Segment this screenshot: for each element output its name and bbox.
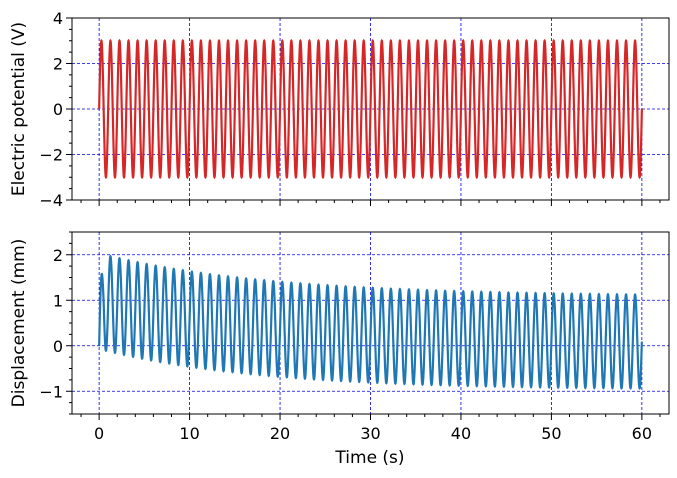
displacement-ticks bbox=[66, 231, 661, 420]
voltage-y-tick-label: 4 bbox=[53, 9, 63, 28]
displacement-y-tick-label: 1 bbox=[53, 291, 63, 310]
displacement-panel: −1 0 1 2 0 10 20 30 40 50 60 Displacement (mm) Ti… bbox=[9, 231, 670, 468]
voltage-y-tick-label: −4 bbox=[39, 191, 63, 210]
displacement-x-tick-label: 40 bbox=[451, 424, 471, 443]
displacement-y-tick-label: 0 bbox=[53, 337, 63, 356]
x-axis-label: Time (s) bbox=[334, 448, 404, 468]
displacement-y-tick-label: −1 bbox=[39, 382, 63, 401]
voltage-y-tick-label: −2 bbox=[39, 146, 63, 165]
voltage-y-axis-label: Electric potential (V) bbox=[9, 22, 29, 196]
displacement-x-tick-label: 50 bbox=[541, 424, 561, 443]
voltage-y-tick-label: 2 bbox=[53, 55, 63, 74]
voltage-y-tick-label: 0 bbox=[53, 100, 63, 119]
displacement-x-tick-label: 10 bbox=[179, 424, 199, 443]
voltage-y-tick-labels: −4 −2 0 2 4 bbox=[39, 9, 63, 210]
displacement-x-tick-label: 20 bbox=[270, 424, 290, 443]
displacement-y-axis-label: Displacement (mm) bbox=[9, 239, 29, 408]
displacement-x-tick-label: 30 bbox=[360, 424, 380, 443]
displacement-x-tick-label: 60 bbox=[632, 424, 652, 443]
displacement-x-tick-label: 0 bbox=[94, 424, 104, 443]
displacement-x-tick-labels: 0 10 20 30 40 50 60 bbox=[94, 424, 652, 443]
voltage-ticks bbox=[66, 17, 661, 206]
voltage-panel: −4 −2 0 2 4 Electric potential (V) bbox=[9, 9, 670, 210]
displacement-series-line bbox=[98, 254, 643, 390]
displacement-y-tick-labels: −1 0 1 2 bbox=[39, 246, 63, 402]
voltage-series-line bbox=[98, 38, 643, 180]
displacement-y-tick-label: 2 bbox=[53, 246, 63, 265]
